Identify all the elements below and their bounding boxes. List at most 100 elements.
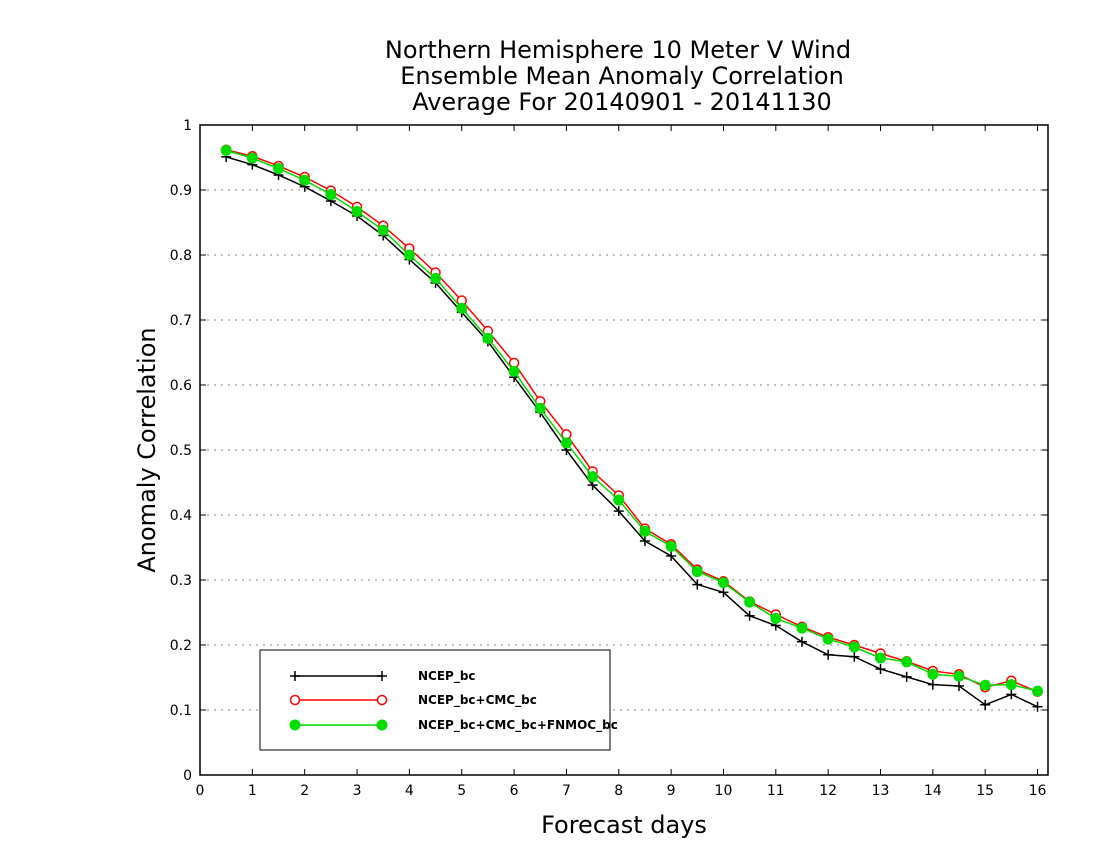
data-point	[639, 525, 651, 537]
data-point	[823, 649, 834, 660]
data-point	[666, 550, 677, 561]
data-point	[587, 471, 599, 483]
data-point	[456, 302, 468, 314]
data-point	[508, 365, 520, 377]
data-point	[822, 633, 834, 645]
x-tick-label: 9	[667, 783, 676, 799]
y-tick-label: 0.7	[170, 313, 192, 329]
legend-items: NCEP_bc NCEP_bc+CMC_bc NCEP_bc+CMC_bc+FNMO…	[289, 669, 618, 733]
x-tick-label: 16	[1029, 783, 1047, 799]
x-axis-label: Forecast days	[541, 811, 707, 839]
series-1	[220, 144, 1043, 698]
data-point	[692, 579, 703, 590]
data-point	[482, 332, 494, 344]
legend-marker	[376, 719, 388, 731]
x-tick-label: 13	[872, 783, 890, 799]
y-tick-label: 0.4	[170, 508, 192, 524]
legend-marker	[376, 694, 388, 706]
data-point	[848, 641, 860, 653]
x-tick-label: 3	[353, 783, 362, 799]
series-line	[226, 148, 1038, 693]
data-point	[613, 506, 624, 517]
data-point	[534, 402, 546, 414]
data-point	[849, 651, 860, 662]
data-point	[796, 622, 808, 634]
data-point	[691, 566, 703, 578]
data-point	[744, 596, 756, 608]
data-point	[351, 205, 363, 217]
data-point	[1005, 679, 1017, 691]
data-point	[954, 680, 965, 691]
data-point	[875, 664, 886, 675]
data-series	[220, 144, 1044, 712]
data-point	[377, 224, 389, 236]
x-tick-label: 7	[562, 783, 571, 799]
data-point	[1032, 685, 1044, 697]
x-tick-label: 11	[767, 783, 785, 799]
y-tick-label: 0.3	[170, 573, 192, 589]
x-tick-label: 0	[196, 783, 205, 799]
y-tick-label: 0	[183, 768, 192, 784]
data-point	[796, 636, 807, 647]
y-tick-label: 1	[183, 118, 192, 134]
legend-item: NCEP_bc+CMC_bc+FNMOC_bc	[289, 718, 618, 733]
data-point	[717, 577, 729, 589]
legend-label: NCEP_bc+CMC_bc+FNMOC_bc	[418, 718, 618, 733]
x-tick-label: 15	[976, 783, 994, 799]
series-2	[220, 144, 1044, 697]
data-point	[744, 610, 755, 621]
y-tick-label: 0.1	[170, 703, 192, 719]
series-line	[225, 149, 1038, 692]
legend-item: NCEP_bc	[290, 669, 476, 684]
data-point	[1032, 701, 1043, 712]
data-point	[874, 652, 886, 664]
data-point	[901, 656, 913, 668]
data-point	[980, 699, 991, 710]
data-point	[299, 174, 311, 186]
data-point	[953, 670, 965, 682]
grid-lines	[200, 189, 1048, 711]
y-tick-label: 0.9	[170, 183, 192, 199]
legend-item: NCEP_bc+CMC_bc	[289, 693, 537, 708]
data-point	[246, 152, 258, 164]
data-point	[403, 249, 415, 261]
legend-marker	[377, 671, 387, 681]
data-point	[613, 494, 625, 506]
chart-title-line-1: Northern Hemisphere 10 Meter V Wind	[385, 36, 851, 64]
data-point	[273, 163, 285, 175]
x-tick-label: 14	[924, 783, 942, 799]
data-point	[220, 144, 232, 156]
legend-marker	[289, 694, 301, 706]
y-tick-label: 0.8	[170, 248, 192, 264]
y-tick-label: 0.5	[170, 443, 192, 459]
chart-title-line-2: Ensemble Mean Anomaly Correlation	[400, 62, 844, 90]
data-point	[718, 587, 729, 598]
data-point	[639, 536, 650, 546]
x-tick-label: 4	[405, 783, 414, 799]
legend-label: NCEP_bc	[418, 669, 476, 684]
x-tick-label: 5	[457, 783, 466, 799]
data-point	[927, 679, 938, 690]
y-tick-label: 0.6	[170, 378, 192, 394]
chart-title-line-3: Average For 20140901 - 20141130	[412, 88, 832, 116]
data-point	[665, 540, 677, 552]
data-point	[901, 671, 912, 682]
x-tick-label: 2	[300, 783, 309, 799]
data-point	[979, 679, 991, 691]
data-point	[1006, 689, 1017, 700]
x-tick-label: 10	[715, 783, 733, 799]
data-point	[560, 437, 572, 449]
legend-marker	[290, 671, 300, 681]
data-point	[770, 612, 782, 624]
series-0	[221, 151, 1043, 712]
chart-title: Northern Hemisphere 10 Meter V Wind Ense…	[385, 36, 851, 116]
x-tick-label: 8	[614, 783, 623, 799]
data-point	[927, 668, 939, 680]
y-tick-label: 0.2	[170, 638, 192, 654]
axis-ticks: 00.10.20.30.40.50.60.70.80.910 1 2 3 4 5 6 7 8 9 1…	[170, 118, 1048, 799]
y-axis-label: Anomaly Correlation	[133, 327, 161, 572]
data-point	[430, 272, 442, 284]
series-line	[225, 156, 1038, 708]
legend: NCEP_bc NCEP_bc+CMC_bc NCEP_bc+CMC_bc+FNMO…	[259, 649, 618, 751]
